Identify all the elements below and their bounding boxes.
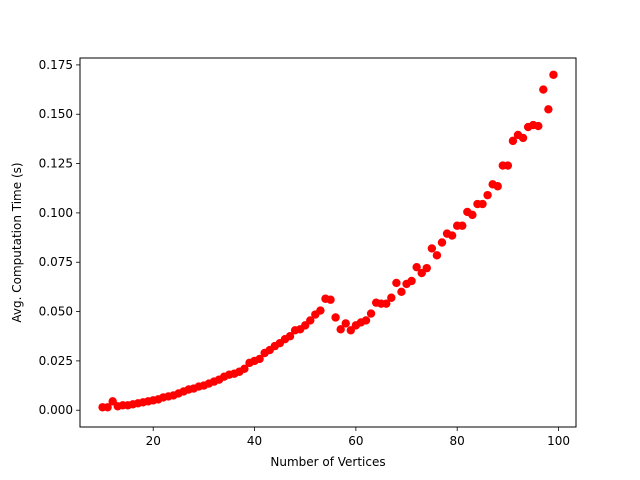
data-point (534, 121, 543, 131)
data-point (382, 299, 391, 308)
data-point (240, 364, 249, 373)
data-point (366, 309, 376, 318)
data-point (503, 161, 513, 170)
x-tick-label: 20 (146, 434, 161, 448)
data-point (412, 262, 421, 272)
y-tick-label: 0.050 (39, 305, 73, 319)
data-point (103, 403, 112, 412)
data-point (331, 313, 340, 322)
data-point (397, 287, 406, 297)
data-point (508, 136, 518, 146)
data-point (336, 325, 345, 334)
y-tick-label: 0.000 (39, 403, 73, 417)
data-point (392, 278, 401, 288)
data-point (387, 293, 396, 302)
x-tick-label: 60 (348, 434, 363, 448)
data-point (306, 316, 315, 325)
x-tick-label: 100 (547, 434, 570, 448)
data-point (432, 251, 442, 260)
data-point (458, 221, 467, 230)
data-point (255, 354, 264, 364)
data-points (98, 70, 558, 412)
y-tick-label: 0.100 (39, 206, 73, 220)
x-tick-label: 40 (247, 434, 262, 448)
data-point (518, 133, 528, 143)
data-point (316, 306, 325, 315)
plot-frame (79, 57, 577, 428)
data-point (437, 238, 447, 247)
data-point (422, 263, 431, 273)
data-point (341, 319, 350, 328)
data-point (483, 190, 492, 200)
data-point (549, 70, 558, 79)
y-tick-label: 0.150 (39, 107, 73, 121)
x-tick-label: 80 (450, 434, 465, 448)
data-point (539, 85, 548, 94)
data-point (326, 295, 335, 304)
data-point (285, 332, 295, 341)
x-axis-label: Number of Vertices (270, 455, 385, 469)
y-axis-label: Avg. Computation Time (s) (10, 162, 24, 322)
x-axis-ticks: 20 40 60 80 100 (146, 427, 570, 448)
data-point (427, 244, 437, 253)
data-point (447, 231, 457, 240)
data-point (407, 276, 416, 286)
y-tick-label: 0.025 (39, 354, 73, 368)
data-point (493, 182, 502, 191)
data-point (478, 199, 487, 209)
y-axis-ticks: 0.000 0.025 0.050 0.075 0.100 0.125 0.150 0.175 (39, 58, 80, 417)
data-point (361, 316, 371, 325)
y-tick-label: 0.175 (39, 58, 73, 72)
data-point (468, 210, 477, 220)
y-tick-label: 0.125 (39, 157, 73, 171)
data-point (544, 105, 553, 114)
y-tick-label: 0.075 (39, 255, 73, 269)
